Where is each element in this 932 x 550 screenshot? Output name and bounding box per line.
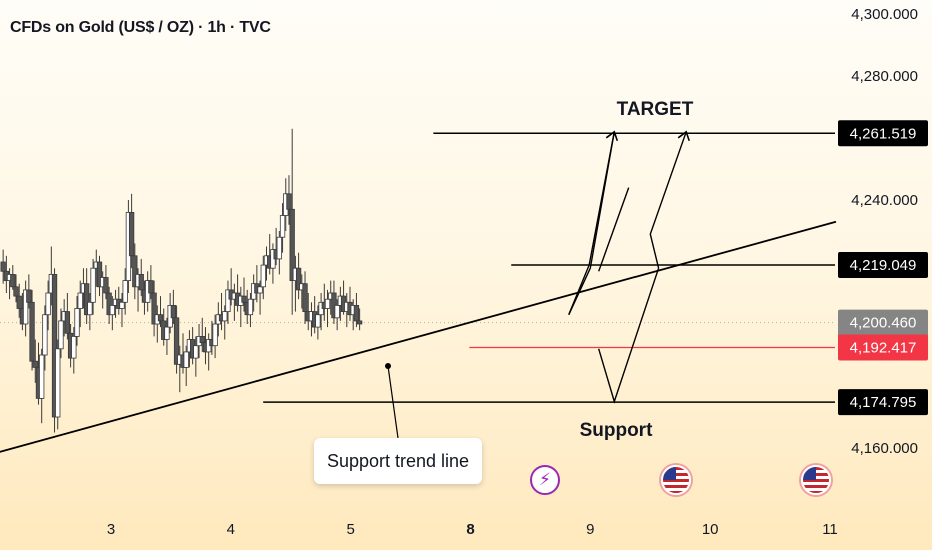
trend-anchor-dot — [385, 363, 391, 369]
price-tag — [838, 251, 928, 278]
candle-body — [164, 326, 170, 340]
candle-body — [119, 301, 125, 309]
candle-body — [183, 351, 189, 368]
candle-body — [96, 261, 103, 288]
candle-body — [222, 311, 228, 322]
candle-body — [16, 295, 22, 309]
candle-body — [276, 236, 282, 260]
candle-body — [13, 286, 19, 297]
projection-path — [598, 187, 630, 272]
candle-body — [356, 320, 363, 325]
candle-body — [22, 289, 29, 325]
candle-body — [173, 317, 180, 365]
candle-body — [295, 267, 302, 291]
target-label: TARGET — [617, 99, 694, 120]
candle-body — [324, 298, 331, 309]
price-tag — [838, 120, 928, 147]
support-label: Support — [580, 420, 653, 441]
chart-title: CFDs on Gold (US$ / OZ) · 1h · TVC — [10, 19, 271, 36]
candle-body — [241, 295, 247, 303]
support-trend-line[interactable] — [0, 220, 837, 455]
x-tick-label: 9 — [586, 521, 594, 538]
callout-pointer — [387, 365, 399, 439]
candle-body — [64, 311, 71, 334]
price-tag — [838, 334, 928, 361]
candle-body — [103, 277, 109, 294]
projection-path — [598, 267, 660, 404]
y-tick-label: 4,280.000 — [851, 68, 918, 85]
candle-body — [257, 286, 263, 294]
candle-body — [106, 292, 112, 316]
price-tag — [838, 389, 928, 416]
candle-body — [315, 314, 321, 328]
x-tick-label: 4 — [227, 521, 235, 538]
candle-body — [289, 208, 295, 282]
candle-body — [157, 314, 164, 322]
price-tag-label: 4,200.460 — [850, 315, 917, 332]
candle-body — [87, 301, 93, 316]
candle-body — [353, 304, 360, 322]
candle-body — [42, 314, 48, 356]
price-tag-label: 4,174.795 — [850, 394, 917, 411]
lightning-icon[interactable]: ⚡ — [530, 465, 560, 495]
price-tag-label: 4,192.417 — [850, 340, 917, 357]
candle-body — [148, 280, 154, 294]
candle-body — [109, 304, 115, 316]
projection-path — [649, 131, 687, 269]
candle-body — [26, 289, 32, 303]
us-flag-icon[interactable] — [661, 465, 691, 495]
price-tag-label: 4,219.049 — [850, 257, 917, 274]
us-flag-icon[interactable] — [801, 465, 831, 495]
candle-body — [279, 215, 286, 238]
candle-body — [71, 335, 77, 359]
candle-body — [51, 273, 58, 418]
candle-body — [138, 273, 144, 291]
candle-body — [302, 283, 308, 313]
candle-body — [128, 211, 135, 257]
candle-body — [225, 289, 231, 312]
candle-body — [90, 267, 96, 303]
candle-body — [32, 360, 38, 368]
x-tick-label: 8 — [466, 521, 474, 538]
candle-body — [286, 193, 292, 210]
candle-body — [132, 255, 138, 288]
x-tick-label: 5 — [346, 521, 354, 538]
candle-body — [199, 335, 205, 343]
candle-body — [170, 304, 177, 319]
y-tick-label: 4,160.000 — [851, 440, 918, 457]
candle-body — [212, 323, 218, 347]
projection-path — [568, 131, 615, 315]
support-trend-line-callout[interactable]: Support trend line — [314, 438, 482, 484]
candle-body — [55, 348, 61, 418]
candle-body — [193, 345, 199, 359]
y-tick-label: 4,240.000 — [851, 192, 918, 209]
candle-body — [74, 308, 80, 337]
candle-body — [122, 280, 128, 303]
candle-body — [39, 354, 45, 399]
candle-body — [151, 292, 157, 325]
price-tag-label: 4,261.519 — [850, 125, 917, 142]
candle-body — [10, 273, 16, 288]
target-arrowhead — [677, 130, 690, 142]
candle-body — [0, 261, 6, 272]
candle-body — [45, 292, 51, 316]
candle-body — [260, 264, 266, 288]
y-tick-label: 4,300.000 — [851, 6, 918, 23]
candle-body — [58, 320, 64, 350]
candle-body — [29, 301, 35, 362]
candle-body — [77, 292, 83, 309]
x-tick-label: 10 — [702, 521, 719, 538]
x-tick-label: 3 — [107, 521, 115, 538]
candle-body — [334, 304, 340, 319]
x-tick-label: 11 — [822, 521, 838, 538]
projection-path — [568, 131, 615, 315]
candle-body — [247, 298, 254, 316]
candle-body — [83, 283, 90, 316]
